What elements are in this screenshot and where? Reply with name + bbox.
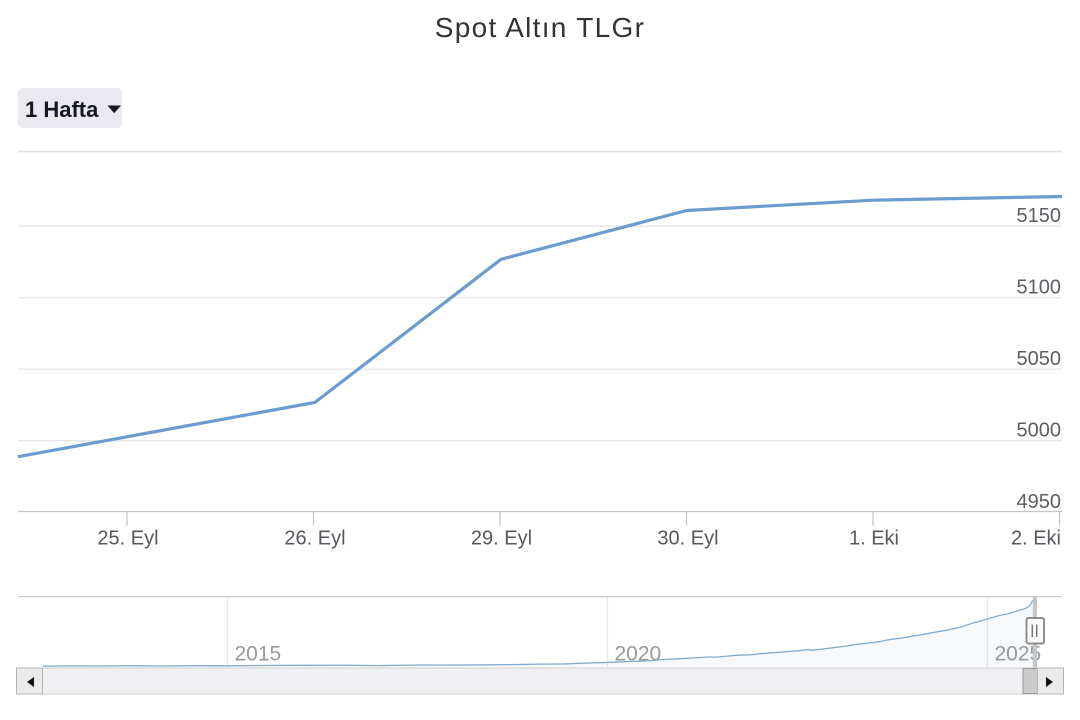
svg-text:5100: 5100	[1017, 277, 1062, 299]
svg-text:4950: 4950	[1017, 491, 1062, 513]
svg-text:Spot Altın TLGr: Spot Altın TLGr	[435, 12, 645, 43]
svg-text:5000: 5000	[1017, 420, 1062, 442]
svg-text:2015: 2015	[235, 643, 282, 666]
svg-text:5050: 5050	[1017, 348, 1062, 370]
svg-text:25. Eyl: 25. Eyl	[97, 528, 158, 550]
svg-text:26. Eyl: 26. Eyl	[284, 528, 345, 550]
svg-text:2020: 2020	[615, 643, 662, 666]
svg-text:2025: 2025	[995, 643, 1042, 666]
svg-text:2. Eki: 2. Eki	[1011, 528, 1061, 550]
svg-text:30. Eyl: 30. Eyl	[657, 528, 718, 550]
svg-text:29. Eyl: 29. Eyl	[471, 528, 532, 550]
svg-text:5150: 5150	[1017, 205, 1062, 227]
svg-text:1 Hafta: 1 Hafta	[25, 97, 99, 122]
svg-text:1. Eki: 1. Eki	[849, 528, 899, 550]
